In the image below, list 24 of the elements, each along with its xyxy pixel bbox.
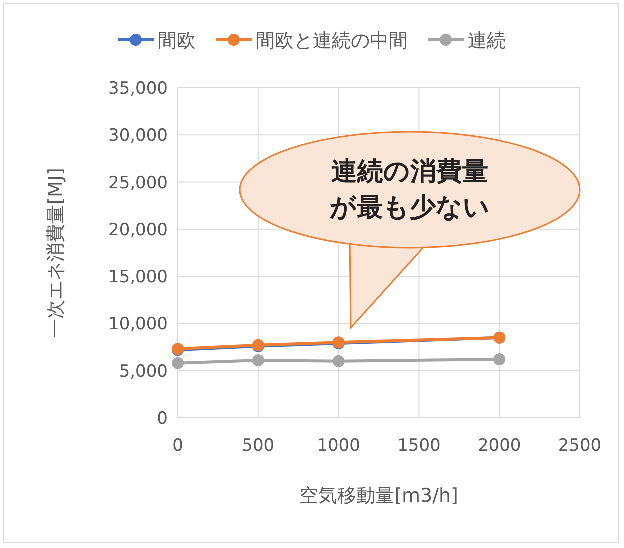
annotation: 連続の消費量が最も少ない bbox=[330, 157, 490, 223]
y-tick-label: 0 bbox=[157, 409, 168, 429]
legend-label: 連続 bbox=[468, 30, 506, 52]
y-tick-label: 15,000 bbox=[108, 268, 168, 288]
y-tick-label: 20,000 bbox=[108, 220, 168, 240]
point bbox=[494, 354, 506, 366]
x-tick-label: 2000 bbox=[478, 436, 522, 456]
y-tick-label: 5,000 bbox=[119, 362, 168, 382]
x-axis-title: 空気移動量[m3/h] bbox=[300, 485, 458, 507]
y-tick-label: 35,000 bbox=[108, 79, 168, 99]
x-tick-label: 500 bbox=[242, 436, 275, 456]
point bbox=[172, 357, 184, 370]
y-axis-title: 一次エネ消費量[MJ] bbox=[45, 168, 67, 338]
x-tick-label: 1500 bbox=[398, 436, 441, 456]
x-tick-label: 1000 bbox=[317, 436, 360, 456]
y-tick-label: 25,000 bbox=[108, 173, 168, 194]
point bbox=[252, 354, 264, 366]
x-tick-label: 0 bbox=[172, 436, 184, 456]
point bbox=[332, 355, 345, 368]
x-tick-label: 2500 bbox=[558, 436, 602, 456]
y-tick-label: 30,000 bbox=[108, 126, 168, 146]
legend-label: 間欧 bbox=[158, 30, 196, 52]
y-tick-label: 10,000 bbox=[108, 314, 168, 335]
legend-label: 間欧と連続の中間 bbox=[256, 30, 408, 52]
